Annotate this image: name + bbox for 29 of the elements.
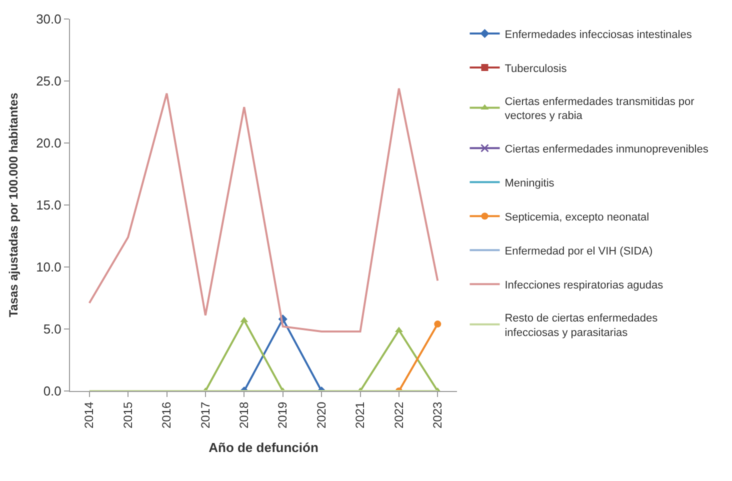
y-tick-label: 5.0 xyxy=(43,322,62,337)
x-tick-label: 2022 xyxy=(392,401,406,429)
x-tick-label: 2021 xyxy=(353,401,368,429)
legend-label: Ciertas enfermedades transmitidas por vectores y rabia xyxy=(504,96,695,122)
legend-label: Meningitis xyxy=(504,177,555,190)
x-tick-label: 2015 xyxy=(120,401,135,429)
x-tick-label: 2019 xyxy=(276,401,290,429)
legend-label: Septicemia, excepto neonatal xyxy=(504,211,650,224)
x-tick-label: 2023 xyxy=(430,401,445,429)
x-tick-label: 2016 xyxy=(160,401,174,429)
legend-label: Tuberculosis xyxy=(504,62,568,75)
y-tick-label: 30.0 xyxy=(36,12,62,27)
y-tick-label: 25.0 xyxy=(36,74,62,89)
y-tick-label: 15.0 xyxy=(36,198,62,213)
x-axis-title: Año de defunción xyxy=(208,440,318,456)
y-tick-label: 20.0 xyxy=(36,136,62,151)
x-tick-label: 2020 xyxy=(314,401,328,429)
legend-label: Infecciones respiratorias agudas xyxy=(504,279,664,292)
x-tick-label: 2017 xyxy=(198,401,212,429)
legend-label: Ciertas enfermedades inmunoprevenibles xyxy=(504,143,709,156)
y-tick-label: 10.0 xyxy=(36,260,62,275)
x-tick-label: 2014 xyxy=(82,401,96,429)
x-tick-label: 2018 xyxy=(237,401,252,429)
line-series xyxy=(88,87,439,332)
legend-label: Enfermedad por el VIH (SIDA) xyxy=(504,245,653,258)
legend-label: Resto de ciertas enfermedades infecciosas y parasitarias xyxy=(504,312,658,339)
y-tick-label: 0.0 xyxy=(43,384,62,399)
y-axis-title: Tasas ajustadas por 100.000 habitantes xyxy=(6,92,20,318)
legend-label: Enfermedades infecciosas intestinales xyxy=(504,28,692,41)
